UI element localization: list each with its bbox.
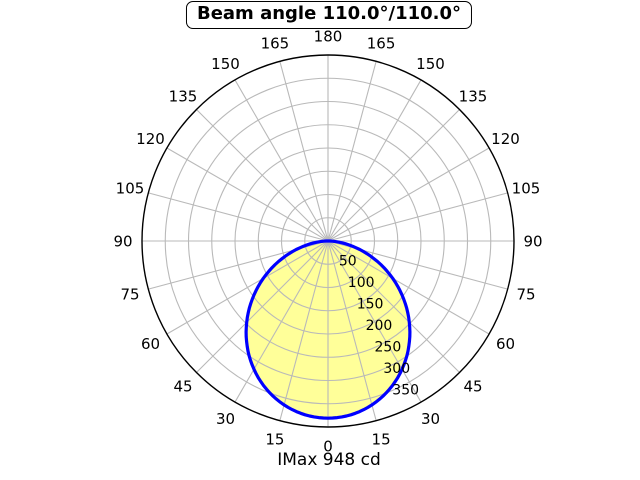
theta-gridline (279, 61, 329, 242)
angle-tick-label: 135 (459, 88, 488, 106)
theta-gridline (196, 240, 329, 373)
theta-gridline (327, 240, 377, 421)
angle-tick-label: 15 (265, 431, 284, 449)
theta-gridline (196, 109, 329, 242)
radius-tick-label: 150 (357, 296, 384, 312)
angle-tick-label: 120 (136, 130, 165, 148)
radius-tick-label: 250 (375, 339, 402, 355)
theta-gridline (279, 240, 329, 421)
angle-tick-label: 90 (113, 233, 132, 251)
angle-tick-label: 60 (141, 335, 160, 353)
theta-gridline (327, 240, 460, 373)
theta-gridline (327, 240, 490, 335)
angle-tick-label: 150 (211, 55, 240, 73)
beam-curve (244, 239, 412, 420)
angle-tick-label: 75 (516, 286, 535, 304)
angle-tick-label: 180 (314, 28, 343, 46)
angle-tick-labels: 0 15 15 30 30 45 45 60 60 75 75 90 90 105 105 120 120 135… (113, 28, 542, 456)
outer-circle (141, 54, 515, 428)
angle-tick-label: 165 (261, 35, 290, 53)
polar-grid (142, 55, 514, 427)
theta-gridline (234, 240, 329, 403)
theta-gridline (327, 61, 377, 242)
angle-tick-label: 0 (323, 438, 333, 456)
radius-tick-labels: 50 100 150 200 250 300 350 (339, 254, 419, 399)
theta-gridline (327, 109, 460, 242)
theta-gridline (327, 192, 508, 242)
theta-gridline (166, 240, 329, 335)
angle-tick-label: 150 (416, 55, 445, 73)
radius-tick-label: 200 (366, 318, 393, 334)
angle-tick-label: 105 (116, 179, 145, 197)
angle-tick-label: 45 (173, 378, 192, 396)
angle-tick-label: 30 (216, 410, 235, 428)
radius-tick-label: 350 (392, 382, 419, 398)
theta-gridline (327, 240, 422, 403)
angle-tick-label: 165 (367, 35, 396, 53)
radius-tick-label: 300 (383, 361, 410, 377)
angle-tick-label: 105 (512, 179, 541, 197)
imax-caption: IMax 948 cd (277, 450, 381, 470)
theta-gridline (234, 79, 329, 242)
angle-tick-label: 120 (491, 130, 520, 148)
angle-tick-label: 15 (372, 431, 391, 449)
angle-tick-label: 135 (169, 88, 198, 106)
theta-gridline (166, 147, 329, 242)
angle-tick-label: 90 (523, 233, 542, 251)
theta-gridline (327, 147, 490, 242)
radius-tick-label: 100 (348, 275, 375, 291)
angle-tick-label: 30 (421, 410, 440, 428)
theta-gridline (327, 79, 422, 242)
radius-tick-label: 50 (339, 254, 357, 270)
theta-gridline (148, 192, 329, 242)
angle-tick-label: 45 (463, 378, 482, 396)
angle-tick-label: 60 (496, 335, 515, 353)
angle-tick-label: 75 (120, 286, 139, 304)
chart-title: Beam angle 110.0°/110.0° (185, 1, 473, 29)
